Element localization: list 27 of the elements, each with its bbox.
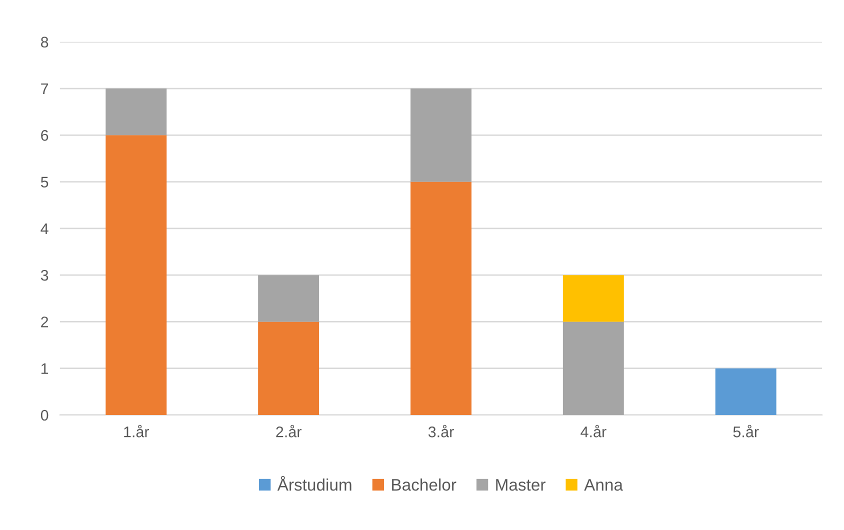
- y-tick-label: 0: [40, 410, 48, 421]
- y-tick-label: 1: [41, 363, 48, 374]
- y-tick-label: 7: [41, 84, 48, 94]
- y-tick-label: 5: [40, 176, 48, 188]
- bar: [258, 322, 320, 415]
- bar: [106, 135, 167, 415]
- legend-label: Årstudium: [277, 476, 352, 491]
- x-tick-label: 3.år: [428, 424, 454, 438]
- x-tick-label: 2.år: [276, 424, 302, 438]
- y-tick-label: 2: [41, 316, 48, 328]
- x-tick-label: 1.år: [124, 424, 150, 438]
- y-tick-label: 3: [40, 270, 48, 281]
- bar: [562, 275, 624, 322]
- legend-label: Bachelor: [392, 478, 456, 491]
- bar: [106, 88, 167, 136]
- y-tick-label: 4: [40, 223, 48, 234]
- bar: [258, 275, 320, 322]
- bar: [715, 368, 776, 415]
- y-tick-label: 6: [41, 130, 48, 141]
- legend-label: Master: [496, 479, 546, 491]
- bar: [562, 322, 624, 415]
- x-tick-label: 5.år: [733, 424, 759, 438]
- legend-label: Anna: [584, 479, 623, 491]
- bar: [410, 88, 472, 182]
- bar: [410, 182, 472, 415]
- x-tick-label: 4.år: [580, 424, 606, 438]
- y-tick-label: 8: [40, 36, 48, 48]
